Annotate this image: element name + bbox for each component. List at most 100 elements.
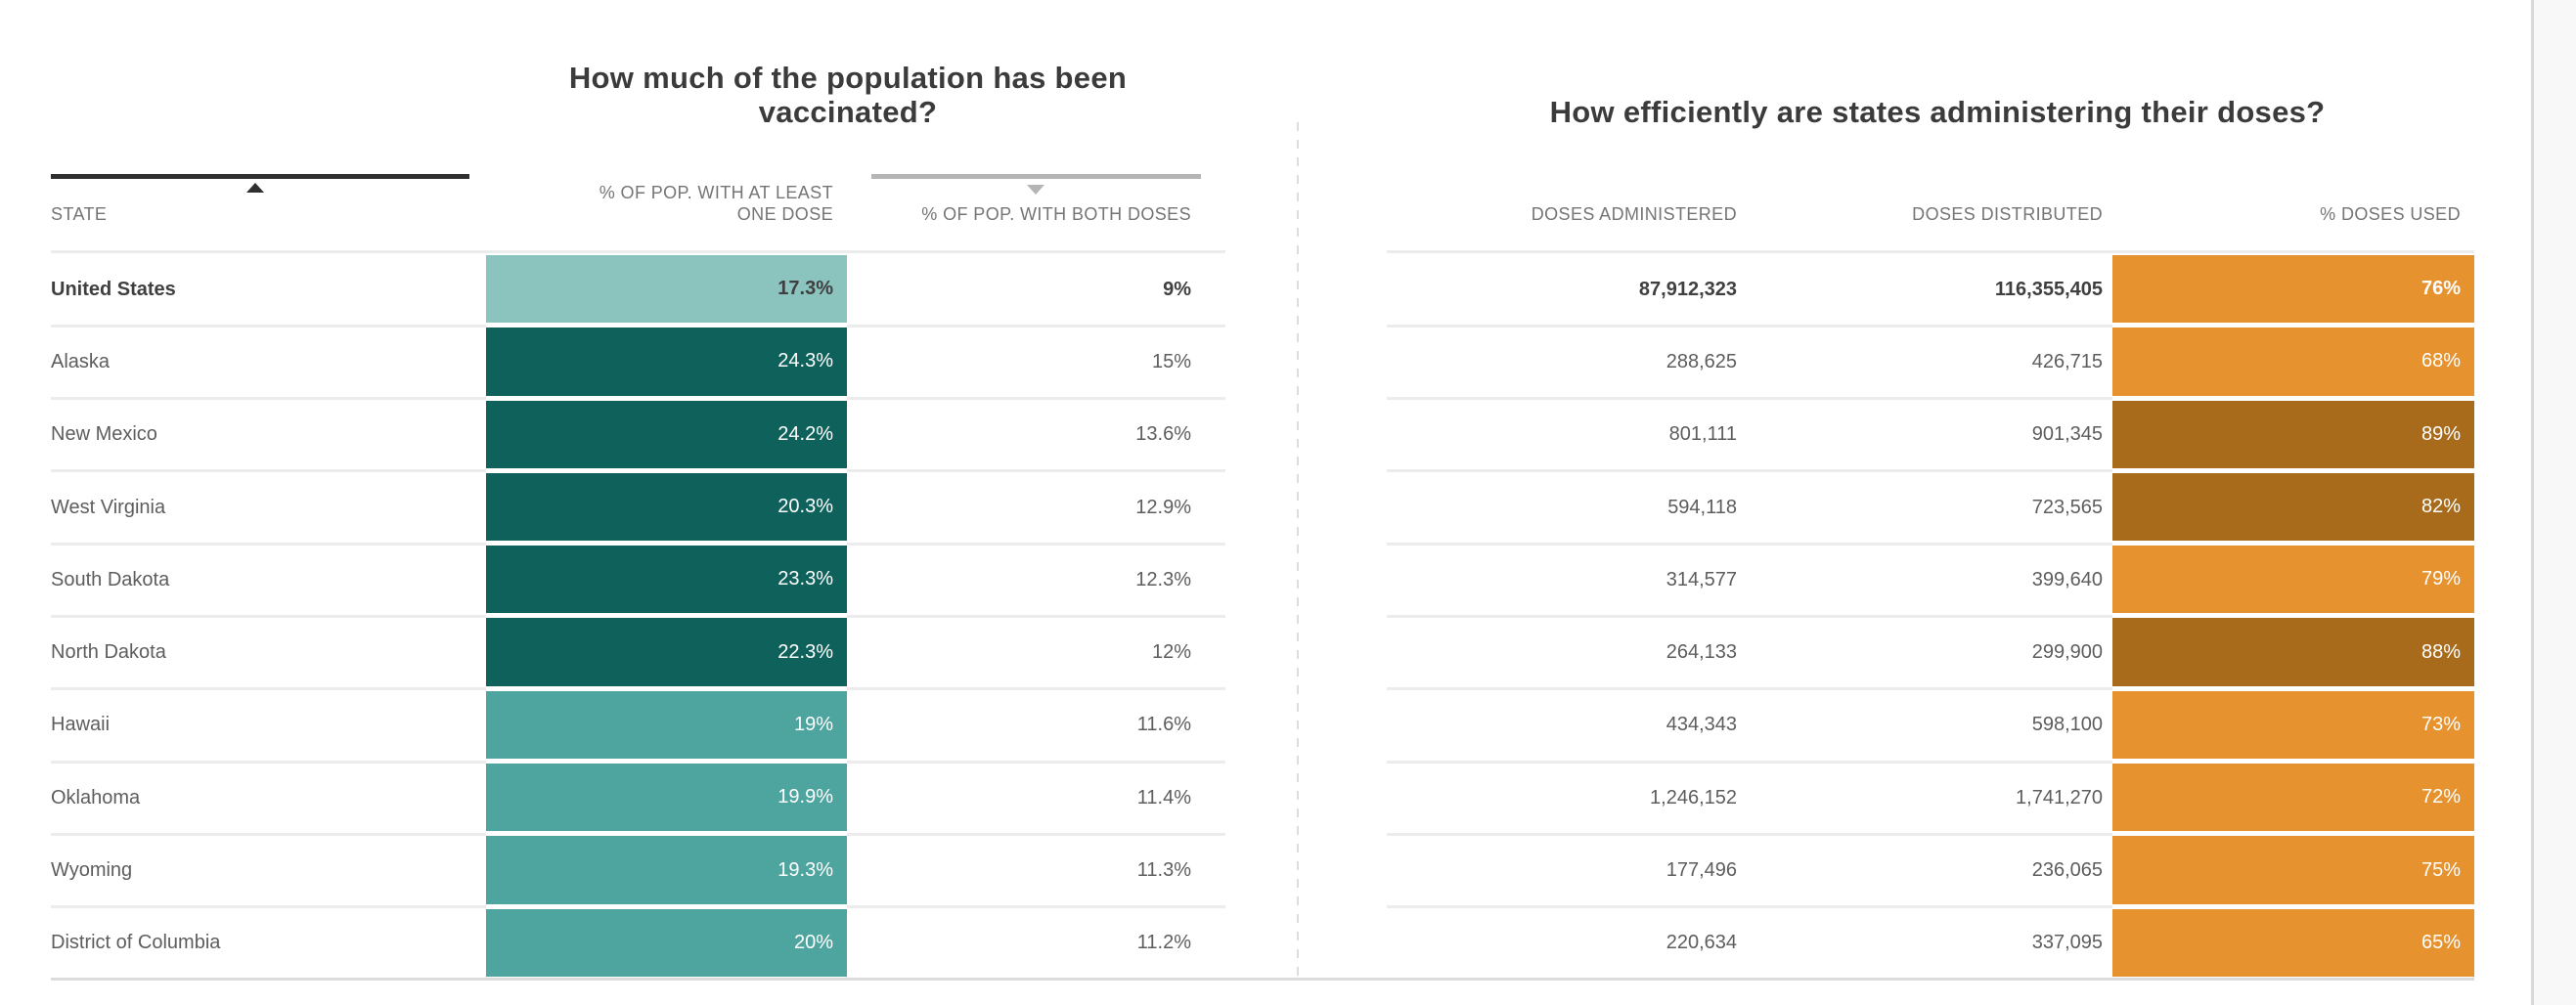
vaccination-table-row: United States 17.3% 9% <box>51 253 1225 326</box>
both-doses-value: 15% <box>1151 350 1191 372</box>
efficiency-table-row: 801,111 901,345 89% <box>1387 397 2474 471</box>
doses-used-bar: 89% <box>2112 400 2474 468</box>
doses-used-value: 68% <box>2421 350 2461 372</box>
row-divider <box>51 614 486 618</box>
doses-used-bar: 88% <box>2112 618 2474 686</box>
row-divider <box>51 687 486 691</box>
doses-used-bar: 82% <box>2112 472 2474 542</box>
row-divider <box>1387 832 2112 836</box>
doses-distributed-value: 337,095 <box>2031 932 2103 954</box>
one-dose-bar: 20.3% <box>486 472 847 542</box>
doses-distributed-value: 426,715 <box>2031 350 2103 372</box>
both-doses-sort-bar <box>871 174 1201 179</box>
state-name: Oklahoma <box>51 786 141 808</box>
one-dose-bar: 17.3% <box>486 255 847 324</box>
one-dose-value: 19.9% <box>777 786 833 808</box>
doses-used-value: 82% <box>2421 496 2461 518</box>
efficiency-table-row: 177,496 236,065 75% <box>1387 832 2474 906</box>
column-header-state[interactable]: STATE <box>51 204 108 224</box>
vaccination-table-body: United States 17.3% 9% Alaska 24.3% 15% New Me… <box>51 253 1225 980</box>
row-divider <box>51 397 486 401</box>
doses-administered-value: 1,246,152 <box>1650 786 1737 808</box>
row-divider <box>51 760 486 764</box>
efficiency-table-body: 87,912,323 116,355,405 76% 288,625 426,715 68… <box>1387 253 2474 980</box>
doses-used-value: 76% <box>2421 278 2461 300</box>
vaccination-table-row: Oklahoma 19.9% 11.4% <box>51 760 1225 834</box>
efficiency-table-title: How efficiently are states administering… <box>1549 95 2326 129</box>
column-header-both-doses[interactable]: % OF POP. WITH BOTH DOSES <box>921 204 1191 224</box>
row-divider <box>51 542 486 546</box>
doses-administered-value: 801,111 <box>1668 423 1737 446</box>
state-name: District of Columbia <box>51 932 221 954</box>
vaccination-table-row: New Mexico 24.2% 13.6% <box>51 397 1225 471</box>
doses-used-value: 75% <box>2421 858 2461 881</box>
column-header-doses-administered[interactable]: DOSES ADMINISTERED <box>1531 204 1737 224</box>
efficiency-table-row: 594,118 723,565 82% <box>1387 469 2474 544</box>
table-bottom-rule <box>51 978 2474 981</box>
row-divider <box>847 542 1225 546</box>
one-dose-value: 23.3% <box>777 568 833 590</box>
both-doses-value: 12.9% <box>1135 496 1191 518</box>
one-dose-bar: 24.3% <box>486 328 847 396</box>
efficiency-table-row: 434,343 598,100 73% <box>1387 687 2474 762</box>
doses-administered-value: 220,634 <box>1666 932 1737 954</box>
page-gutter <box>2531 0 2576 1005</box>
doses-distributed-value: 723,565 <box>2031 496 2103 518</box>
column-header-doses-used[interactable]: % DOSES USED <box>2320 204 2461 224</box>
column-header-one-dose-line1: % OF POP. WITH AT LEAST <box>599 183 833 202</box>
doses-used-bar: 75% <box>2112 836 2474 904</box>
vaccination-table-row: Alaska 24.3% 15% <box>51 324 1225 398</box>
row-divider <box>847 760 1225 764</box>
row-divider <box>847 324 1225 328</box>
one-dose-bar: 24.2% <box>486 400 847 468</box>
vaccination-table-row: Wyoming 19.3% 11.3% <box>51 832 1225 906</box>
doses-distributed-value: 901,345 <box>2031 423 2103 446</box>
row-divider <box>847 832 1225 836</box>
left-table-header-rule <box>51 250 1225 253</box>
doses-distributed-value: 299,900 <box>2031 641 2103 664</box>
doses-distributed-value: 598,100 <box>2031 714 2103 736</box>
one-dose-bar: 22.3% <box>486 618 847 686</box>
doses-used-value: 65% <box>2421 931 2461 953</box>
vaccinated-table-title: How much of the population has been vacc… <box>568 61 1128 129</box>
vaccination-table-row: Hawaii 19% 11.6% <box>51 687 1225 762</box>
row-divider <box>1387 469 2112 473</box>
one-dose-value: 19% <box>793 713 833 735</box>
doses-administered-value: 434,343 <box>1666 714 1737 736</box>
triangle-down-icon <box>1027 185 1044 195</box>
doses-used-bar: 65% <box>2112 908 2474 977</box>
efficiency-table-row: 87,912,323 116,355,405 76% <box>1387 253 2474 326</box>
doses-distributed-value: 116,355,405 <box>1994 278 2103 300</box>
column-header-doses-distributed[interactable]: DOSES DISTRIBUTED <box>1912 204 2103 224</box>
state-name: Wyoming <box>51 859 133 882</box>
doses-administered-value: 288,625 <box>1666 350 1737 372</box>
both-doses-value: 11.4% <box>1136 786 1191 808</box>
row-divider <box>1387 905 2112 909</box>
one-dose-bar: 20% <box>486 908 847 977</box>
both-doses-value: 13.6% <box>1135 423 1191 446</box>
column-header-one-dose[interactable]: % OF POP. WITH AT LEAST ONE DOSE <box>442 182 833 225</box>
vaccination-table-row: North Dakota 22.3% 12% <box>51 614 1225 688</box>
doses-distributed-value: 399,640 <box>2031 568 2103 590</box>
state-name: North Dakota <box>51 641 166 664</box>
row-divider <box>847 397 1225 401</box>
right-table-header-rule <box>1387 250 2474 253</box>
one-dose-value: 20% <box>793 931 833 953</box>
state-name: South Dakota <box>51 568 170 590</box>
doses-administered-value: 264,133 <box>1666 641 1737 664</box>
doses-distributed-value: 236,065 <box>2031 859 2103 882</box>
both-doses-value: 12.3% <box>1135 568 1191 590</box>
doses-used-bar: 73% <box>2112 690 2474 760</box>
one-dose-bar: 19.3% <box>486 836 847 904</box>
both-doses-value: 12% <box>1151 641 1191 664</box>
row-divider <box>1387 324 2112 328</box>
doses-used-value: 73% <box>2421 713 2461 735</box>
row-divider <box>51 832 486 836</box>
row-divider <box>1387 614 2112 618</box>
row-divider <box>847 905 1225 909</box>
both-doses-value: 11.2% <box>1136 932 1191 954</box>
state-name: United States <box>51 278 176 300</box>
vaccination-table-row: West Virginia 20.3% 12.9% <box>51 469 1225 544</box>
state-sort-bar <box>51 174 469 179</box>
